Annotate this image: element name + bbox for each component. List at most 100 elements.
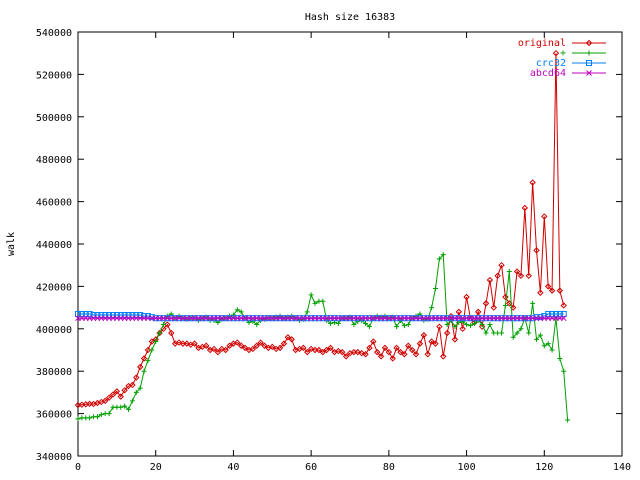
data-point (136, 363, 144, 371)
data-point (312, 300, 318, 306)
data-point (323, 346, 330, 354)
data-point (556, 310, 563, 317)
chart-title: Hash size 16383 (305, 12, 395, 23)
data-point (552, 310, 559, 317)
data-point (541, 343, 547, 349)
data-point (530, 300, 536, 306)
data-point (420, 331, 428, 339)
data-point (412, 351, 420, 358)
data-point (140, 355, 148, 362)
data-point (514, 330, 520, 336)
data-point (87, 415, 93, 421)
data-point (443, 329, 451, 337)
data-point (463, 293, 470, 301)
data-point (525, 272, 532, 280)
data-point (238, 309, 244, 315)
data-point (534, 336, 540, 342)
data-point (203, 342, 210, 349)
data-point (552, 49, 560, 57)
data-point (276, 344, 284, 352)
legend-label: original (518, 38, 566, 49)
data-point (560, 310, 567, 317)
data-point (280, 340, 288, 347)
data-point (145, 358, 151, 364)
x-tick-label: 0 (75, 462, 81, 473)
data-point (513, 268, 521, 275)
data-point (459, 325, 466, 333)
axis-ticks: 340000 360000 380000 400000 420000 440000 4600… (36, 28, 631, 473)
y-tick-label: 340000 (36, 452, 72, 463)
data-point (133, 374, 140, 381)
y-tick-label: 480000 (36, 155, 72, 166)
data-point (467, 323, 473, 329)
x-tick-label: 80 (383, 462, 395, 473)
data-point (389, 355, 396, 362)
data-point (394, 324, 400, 330)
data-point (363, 321, 369, 326)
legend-label: abcd64 (530, 68, 566, 79)
y-tick-label: 420000 (36, 282, 72, 293)
data-point (269, 343, 276, 351)
data-point (486, 276, 494, 284)
data-point (416, 340, 424, 347)
data-point (549, 310, 556, 317)
data-point (444, 322, 450, 328)
data-point (354, 348, 361, 356)
data-point (105, 394, 113, 401)
data-point (144, 346, 152, 354)
x-tick-label: 140 (613, 462, 631, 473)
data-point (517, 272, 525, 280)
data-point (94, 414, 100, 420)
data-point (137, 385, 143, 391)
data-point (288, 336, 295, 343)
data-point (129, 398, 135, 404)
x-tick-label: 60 (305, 462, 317, 473)
data-point (533, 247, 540, 254)
data-point (328, 321, 334, 326)
data-point (335, 321, 341, 326)
data-point (440, 252, 446, 258)
data-point (370, 338, 377, 345)
data-point (157, 330, 163, 336)
data-point (565, 417, 571, 423)
data-point (561, 368, 567, 374)
data-point (342, 353, 350, 360)
data-point (506, 269, 512, 275)
data-point (261, 342, 268, 349)
data-point (479, 322, 485, 328)
data-point (483, 330, 489, 336)
data-point (478, 323, 486, 330)
data-point (234, 307, 240, 313)
data-point (118, 404, 124, 410)
data-point (436, 256, 442, 262)
data-point (548, 287, 556, 294)
y-tick-label: 360000 (36, 410, 72, 421)
data-point (544, 283, 552, 290)
data-point (557, 355, 563, 361)
data-point (250, 318, 256, 324)
data-point (526, 330, 532, 336)
data-point (304, 348, 311, 356)
data-point (148, 338, 156, 345)
data-point (537, 289, 544, 296)
data-point (545, 310, 552, 317)
legend-marker (586, 50, 592, 56)
data-point (397, 348, 404, 356)
data-point (490, 304, 497, 311)
data-point (358, 349, 365, 357)
y-tick-label: 520000 (36, 70, 72, 81)
data-point (560, 302, 567, 309)
data-point (160, 322, 166, 328)
data-point (175, 339, 183, 346)
y-tick-label: 460000 (36, 198, 72, 209)
data-point (429, 305, 435, 311)
data-point (300, 344, 307, 352)
x-tick-label: 100 (458, 462, 476, 473)
data-point (482, 300, 490, 307)
data-point (499, 330, 505, 336)
data-point (253, 342, 260, 349)
data-point (164, 321, 171, 328)
data-point (126, 406, 132, 412)
data-point (75, 310, 81, 317)
